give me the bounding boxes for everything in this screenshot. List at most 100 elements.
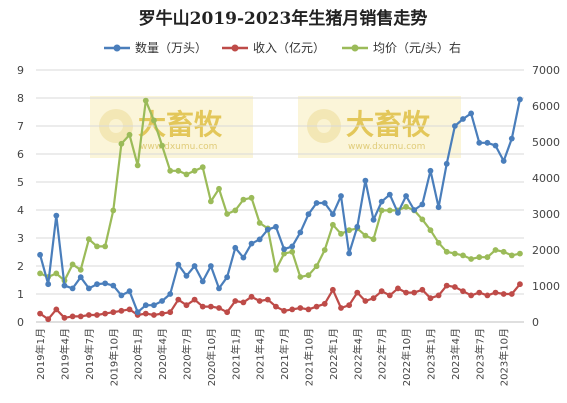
data-point xyxy=(94,243,100,250)
data-point xyxy=(102,280,109,287)
data-point xyxy=(159,298,165,304)
legend-label: 均价（元/头）右 xyxy=(373,40,461,55)
data-point xyxy=(183,272,190,279)
legend: 数量（万头） 收入（亿元） 均价（元/头）右 xyxy=(104,40,461,55)
data-point xyxy=(329,221,336,228)
data-point xyxy=(240,299,247,306)
data-point xyxy=(338,230,344,237)
x-tick-label: 2021年7月 xyxy=(278,328,291,380)
data-point xyxy=(427,227,434,234)
data-point xyxy=(289,306,296,313)
data-point xyxy=(378,207,385,214)
data-point xyxy=(370,236,377,243)
data-point xyxy=(264,226,271,233)
data-point xyxy=(199,303,206,310)
data-point xyxy=(427,167,434,174)
data-point xyxy=(419,201,426,208)
data-point xyxy=(517,281,523,288)
data-point xyxy=(167,291,174,297)
data-point xyxy=(69,313,76,320)
data-point xyxy=(281,246,287,253)
data-point xyxy=(175,167,182,174)
x-tick-label: 2022年1月 xyxy=(327,328,340,380)
data-point xyxy=(427,295,434,302)
data-point xyxy=(492,289,499,296)
watermark-url: www.dxumu.com xyxy=(348,142,425,152)
data-point xyxy=(167,167,174,174)
data-point xyxy=(281,250,287,257)
data-point xyxy=(256,220,263,226)
data-point xyxy=(443,282,450,289)
data-point xyxy=(362,232,369,239)
data-point xyxy=(37,251,43,258)
data-point xyxy=(435,239,442,246)
data-point xyxy=(85,312,92,318)
data-point xyxy=(338,193,344,199)
x-tick-label: 2020年1月 xyxy=(132,328,145,380)
data-point xyxy=(362,298,369,304)
data-point xyxy=(411,207,418,213)
data-point xyxy=(126,131,133,138)
data-point xyxy=(232,207,239,214)
data-point xyxy=(289,248,296,255)
data-point xyxy=(224,309,231,316)
data-point xyxy=(329,286,336,293)
y-right-tick-label: 3000 xyxy=(532,208,560,221)
x-tick-label: 2023年7月 xyxy=(473,328,486,380)
data-point xyxy=(191,263,198,269)
data-point xyxy=(159,310,165,317)
data-point xyxy=(321,300,328,307)
data-point xyxy=(443,160,450,167)
data-point xyxy=(118,140,125,147)
data-point xyxy=(110,309,117,316)
data-point xyxy=(69,261,76,268)
data-point xyxy=(468,256,475,262)
series-1 xyxy=(37,281,523,323)
legend-item: 均价（元/头）右 xyxy=(342,40,461,55)
y-left-tick-label: 1 xyxy=(17,288,24,301)
data-point xyxy=(102,243,109,250)
y-right-tick-label: 6000 xyxy=(532,100,560,113)
series-2 xyxy=(37,97,523,284)
y-axis-left: 0 1 2 3 4 5 6 7 8 9 xyxy=(17,64,24,329)
x-tick-label: 2021年10月 xyxy=(302,328,315,386)
data-point xyxy=(151,117,157,124)
data-point xyxy=(362,177,369,184)
data-point xyxy=(37,270,43,277)
y-left-tick-label: 7 xyxy=(17,120,24,133)
data-point xyxy=(151,302,157,309)
data-point xyxy=(94,312,100,318)
data-point xyxy=(484,292,491,299)
data-point xyxy=(61,282,68,289)
data-point xyxy=(484,139,491,146)
x-tick-label: 2021年1月 xyxy=(229,328,242,380)
y-left-tick-label: 5 xyxy=(17,176,24,189)
y-axis-right: 0 1000 2000 3000 4000 5000 6000 7000 xyxy=(532,64,560,329)
x-tick-label: 2022年4月 xyxy=(351,328,364,380)
data-point xyxy=(224,211,231,217)
y-right-tick-label: 4000 xyxy=(532,172,560,185)
data-point xyxy=(403,203,409,210)
x-tick-label: 2023年1月 xyxy=(424,328,437,380)
data-point xyxy=(69,285,76,292)
data-point xyxy=(419,286,426,293)
data-point xyxy=(175,261,182,268)
data-point xyxy=(443,248,450,255)
data-point xyxy=(248,240,255,247)
data-point xyxy=(232,244,239,251)
data-point xyxy=(460,288,466,295)
data-point xyxy=(451,284,458,290)
data-point xyxy=(273,266,279,273)
x-tick-label: 2019年4月 xyxy=(58,328,71,380)
data-point xyxy=(386,292,393,299)
x-tick-label: 2023年4月 xyxy=(449,328,462,380)
data-point xyxy=(500,158,507,164)
data-point xyxy=(508,135,515,142)
data-point xyxy=(183,171,190,178)
data-point xyxy=(256,298,263,304)
data-point xyxy=(240,196,247,203)
watermark-text: 大畜牧 xyxy=(346,108,431,141)
y-left-tick-label: 4 xyxy=(17,204,24,217)
legend-marker xyxy=(231,44,239,52)
